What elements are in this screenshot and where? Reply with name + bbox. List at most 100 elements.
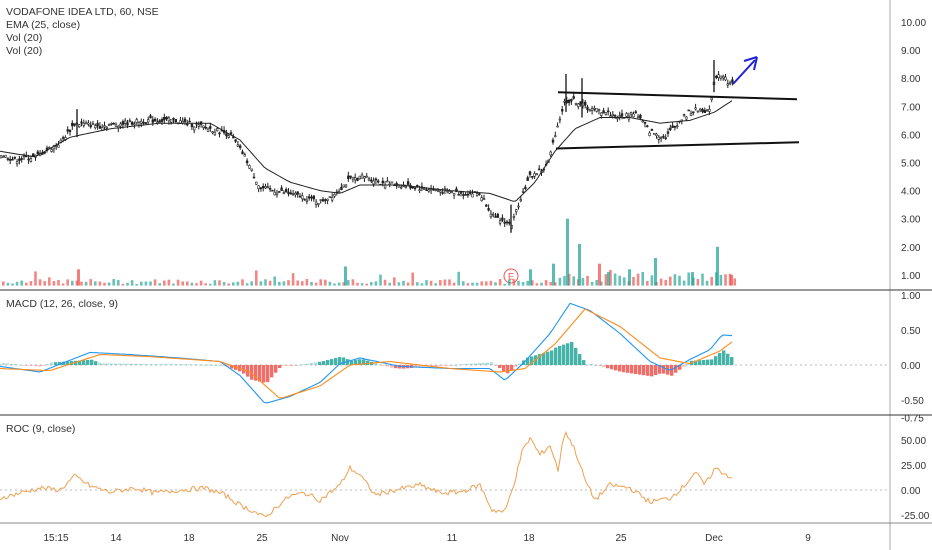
candle-body bbox=[248, 165, 251, 169]
candle-body bbox=[526, 177, 529, 181]
candle-body bbox=[342, 184, 345, 188]
candle-body bbox=[675, 125, 679, 128]
macd-histogram-bar bbox=[442, 365, 446, 366]
candle-body bbox=[639, 114, 642, 119]
candle-body bbox=[611, 113, 615, 116]
candle-body bbox=[144, 122, 148, 124]
candle-body bbox=[386, 180, 389, 183]
candle-body bbox=[96, 122, 99, 127]
macd-histogram-bar bbox=[466, 363, 470, 365]
volume-bar bbox=[659, 278, 663, 286]
candle-body bbox=[418, 189, 421, 191]
macd-histogram-bar bbox=[390, 365, 394, 368]
volume-bar bbox=[600, 281, 603, 286]
macd-histogram-bar bbox=[226, 365, 230, 368]
volume-bar bbox=[393, 277, 396, 286]
macd-histogram-bar bbox=[422, 365, 426, 368]
volume-bar bbox=[227, 283, 230, 286]
macd-histogram-bar bbox=[198, 364, 202, 366]
volume-bar bbox=[245, 283, 249, 286]
macd-histogram-bar bbox=[630, 365, 634, 374]
volume-bar bbox=[439, 280, 442, 286]
ema-legend[interactable]: EMA (25, close) bbox=[6, 19, 81, 31]
macd-histogram-bar bbox=[726, 353, 730, 365]
candle-body bbox=[351, 176, 355, 180]
volume-bar bbox=[38, 279, 42, 286]
time-tick-label: 18 bbox=[523, 533, 535, 544]
macd-histogram-bar bbox=[274, 365, 278, 373]
candle-body bbox=[301, 195, 304, 200]
candle-body bbox=[694, 107, 697, 110]
volume-bar bbox=[572, 276, 575, 286]
macd-histogram-bar bbox=[334, 358, 338, 365]
volume-bar bbox=[443, 279, 447, 286]
candle-body bbox=[606, 110, 610, 113]
vol-legend-1[interactable]: Vol (20) bbox=[6, 32, 43, 44]
macd-line bbox=[0, 302, 733, 404]
candle-body bbox=[708, 109, 711, 112]
candle-body bbox=[119, 123, 122, 127]
volume-bar bbox=[457, 271, 460, 286]
macd-histogram-bar bbox=[574, 347, 578, 365]
volume-bar bbox=[126, 282, 129, 286]
volume-bar bbox=[153, 279, 157, 286]
candle-body bbox=[505, 221, 509, 224]
candle-body bbox=[4, 154, 7, 158]
candle-body bbox=[521, 191, 525, 193]
lower-trendline bbox=[555, 141, 800, 150]
macd-histogram-bar bbox=[286, 365, 290, 366]
candle-body bbox=[232, 136, 235, 139]
candle-body bbox=[107, 124, 111, 127]
candle-body bbox=[321, 199, 325, 202]
macd-histogram-bar bbox=[2, 363, 6, 365]
macd-label[interactable]: MACD (12, 26, close, 9) bbox=[6, 298, 119, 310]
signal-line bbox=[0, 308, 733, 399]
macd-histogram-bar bbox=[706, 359, 710, 365]
candle-body bbox=[457, 194, 460, 196]
macd-histogram-bar bbox=[614, 365, 618, 371]
candle-body bbox=[597, 109, 601, 112]
macd-histogram-bar bbox=[582, 360, 586, 365]
candle-body bbox=[149, 115, 152, 119]
volume-bar bbox=[512, 279, 516, 286]
macd-histogram-bar bbox=[354, 360, 358, 365]
volume-bar bbox=[531, 280, 534, 286]
candle-body bbox=[367, 178, 371, 181]
candle-body bbox=[498, 220, 502, 224]
macd-histogram-bar bbox=[486, 362, 490, 365]
volume-spike-bar bbox=[607, 272, 610, 286]
macd-histogram-bar bbox=[278, 365, 282, 369]
volume-bar bbox=[420, 283, 424, 286]
candle-body bbox=[365, 175, 368, 178]
price-tick-label: 1.00 bbox=[901, 271, 921, 282]
candle-body bbox=[275, 192, 279, 196]
volume-bar bbox=[494, 282, 497, 286]
candle-body bbox=[466, 193, 470, 196]
volume-bar bbox=[618, 275, 621, 286]
volume-bar bbox=[636, 273, 640, 286]
macd-histogram-bar bbox=[62, 361, 66, 365]
candle-body bbox=[188, 120, 191, 123]
candle-body bbox=[646, 125, 649, 128]
candle-body bbox=[266, 186, 269, 189]
candle-body bbox=[593, 107, 596, 110]
volume-bar bbox=[632, 276, 635, 286]
candle-body bbox=[577, 103, 580, 107]
macd-histogram-bar bbox=[662, 365, 666, 374]
macd-histogram-bar bbox=[146, 364, 150, 365]
candle-body bbox=[289, 192, 292, 195]
volume-bar bbox=[489, 280, 493, 286]
volume-bar bbox=[268, 280, 272, 286]
macd-histogram-bar bbox=[722, 350, 726, 365]
roc-label[interactable]: ROC (9, close) bbox=[6, 423, 76, 435]
macd-histogram-bar bbox=[266, 365, 270, 383]
macd-histogram-bar bbox=[270, 365, 274, 378]
volume-bar bbox=[724, 274, 727, 286]
candle-body bbox=[586, 106, 589, 110]
candle-body bbox=[204, 126, 207, 129]
macd-histogram-bar bbox=[382, 365, 386, 366]
vol-legend-2[interactable]: Vol (20) bbox=[6, 45, 43, 57]
macd-histogram-bar bbox=[330, 359, 334, 365]
volume-bar bbox=[121, 283, 125, 286]
